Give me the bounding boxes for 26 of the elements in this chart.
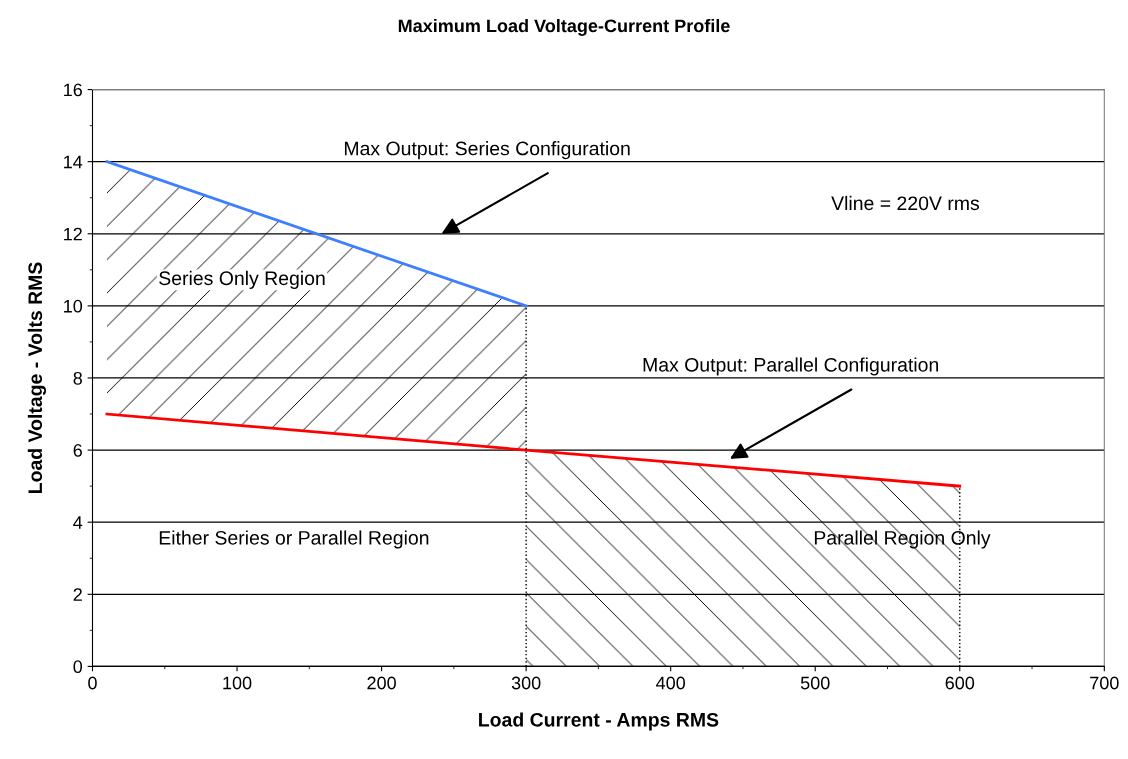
y-tick-label: 4 xyxy=(73,516,83,529)
annotation: Either Series or Parallel Region xyxy=(159,530,429,549)
y-tick-label: 12 xyxy=(64,227,82,241)
x-tick-label: 500 xyxy=(800,676,830,690)
x-tick-label: 0 xyxy=(88,676,97,690)
annotation: Parallel Region Only xyxy=(814,530,991,549)
annotation: Vline = 220V rms xyxy=(831,195,980,211)
x-tick-label: 700 xyxy=(1090,676,1119,690)
annotation: Series Only Region xyxy=(159,270,325,289)
y-tick-label: 14 xyxy=(64,155,83,169)
y-axis-title: Load Voltage - Volts RMS xyxy=(27,262,47,493)
y-tick-label: 0 xyxy=(73,660,83,674)
annotation: Max Output: Parallel Configuration xyxy=(643,357,939,376)
x-tick-label: 300 xyxy=(511,676,541,690)
x-tick-label: 400 xyxy=(656,676,686,690)
y-tick-label: 2 xyxy=(73,588,82,601)
x-axis-title: Load Current - Amps RMS xyxy=(479,712,719,731)
x-tick-label: 600 xyxy=(945,676,975,690)
chart-title: Maximum Load Voltage-Current Profile xyxy=(398,18,730,36)
y-tick-label: 6 xyxy=(73,444,82,457)
annotation: Max Output: Series Configuration xyxy=(344,141,630,160)
y-tick-label: 8 xyxy=(73,371,82,385)
x-tick-label: 100 xyxy=(223,676,252,690)
x-tick-label: 200 xyxy=(367,676,396,690)
y-tick-label: 10 xyxy=(64,299,83,313)
y-tick-label: 16 xyxy=(64,83,82,97)
